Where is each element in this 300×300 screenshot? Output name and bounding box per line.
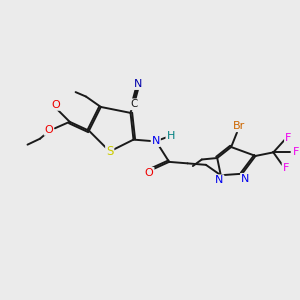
Text: F: F (285, 134, 291, 143)
Text: N: N (134, 79, 142, 89)
Text: S: S (106, 145, 113, 158)
Text: N: N (241, 174, 249, 184)
Text: O: O (51, 100, 60, 110)
Text: Br: Br (232, 121, 245, 131)
Text: O: O (44, 125, 53, 135)
Text: H: H (167, 131, 175, 141)
Text: F: F (292, 147, 299, 158)
Text: N: N (215, 175, 224, 185)
Text: F: F (283, 163, 289, 173)
Text: O: O (145, 168, 154, 178)
Text: N: N (152, 136, 160, 146)
Text: C: C (130, 99, 138, 109)
